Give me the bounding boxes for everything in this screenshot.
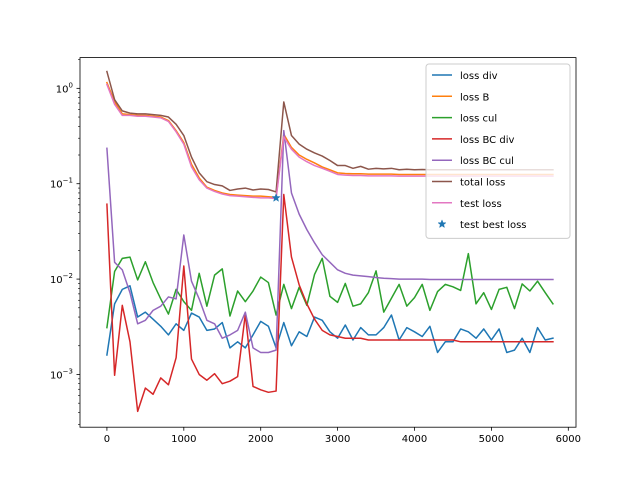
series-line-3	[106, 193, 554, 413]
x-tick-label: 4000	[402, 434, 427, 445]
marker-star-0	[271, 192, 281, 202]
series-line-0	[106, 285, 554, 356]
legend-box	[425, 63, 571, 239]
x-axis: 0 1000 2000 3000 4000 5000 6000	[104, 427, 581, 445]
legend-label: loss cul	[460, 114, 497, 125]
legend-label: loss BC cul	[460, 156, 514, 167]
legend-star-icon	[437, 219, 447, 229]
legend-label: total loss	[460, 178, 505, 189]
plot-frame	[79, 57, 577, 428]
x-tick-label: 0	[104, 434, 110, 445]
x-tick-label: 6000	[556, 434, 581, 445]
x-tick-label: 3000	[325, 434, 350, 445]
legend-label: test loss	[460, 199, 502, 210]
x-tick-label: 2000	[248, 434, 273, 445]
x-tick-label: 5000	[479, 434, 504, 445]
legend: loss div loss B loss cul loss BC div loss BC…	[425, 63, 571, 239]
markers-layer	[271, 192, 281, 202]
legend-label: loss BC div	[460, 135, 514, 146]
series-line-4	[106, 129, 554, 354]
legend-label: loss div	[460, 71, 498, 82]
legend-label: test best loss	[460, 220, 527, 231]
x-tick-label: 1000	[171, 434, 196, 445]
legend-label: loss B	[460, 92, 489, 103]
